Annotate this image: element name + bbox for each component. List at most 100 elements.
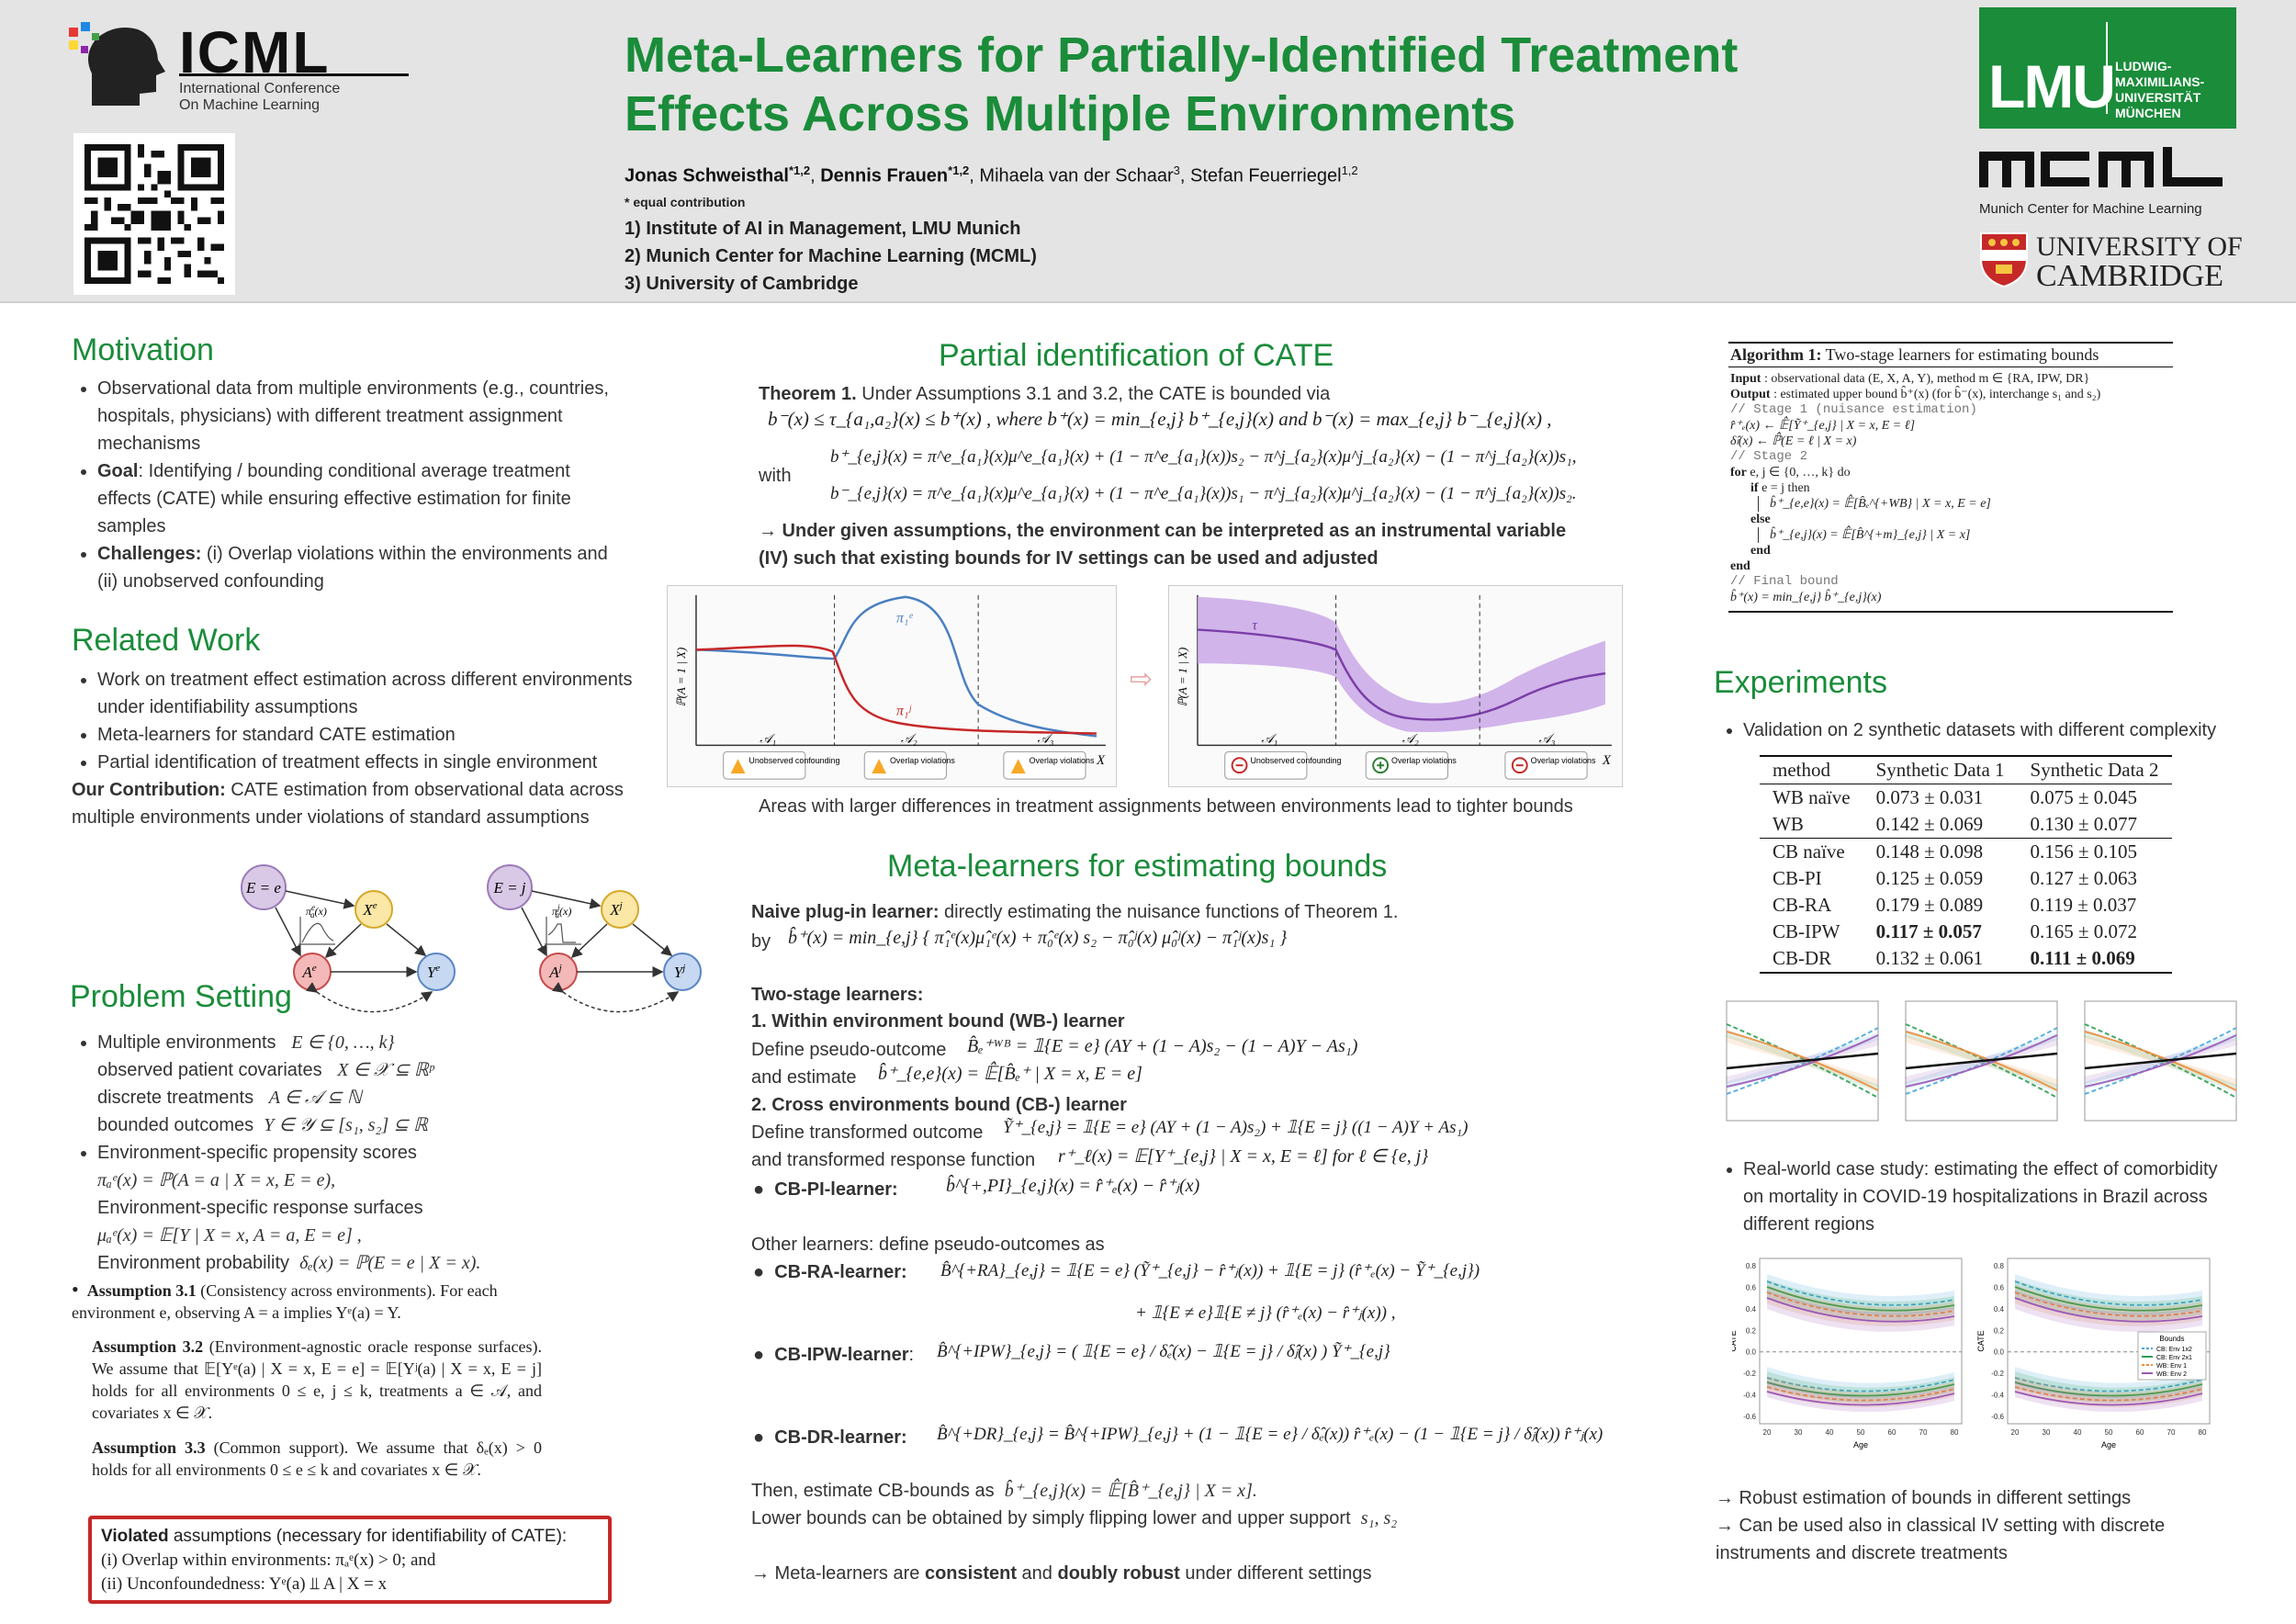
badge-overlap-violations: Overlap violations (1365, 750, 1457, 780)
table-cell: 0.179 ± 0.089 (1875, 894, 1984, 916)
icml-logo: ICML International Conference On Machine… (64, 18, 409, 119)
dag-propensity-label: πj a(x) (552, 903, 571, 919)
algorithm-line: end (1750, 544, 1771, 558)
x-tick-label: 80 (1951, 1428, 1959, 1437)
author-list: Jonas Schweisthal*1,2, Dennis Frauen*1,2… (625, 164, 1358, 186)
legend-item: CB: Env 2x1 (2156, 1355, 2192, 1361)
table-cell: 0.156 ± 0.105 (2030, 840, 2138, 863)
region-label-2: 𝒜₂ (1402, 732, 1419, 746)
table-header: method (1773, 759, 1830, 781)
cb-dr-equation: B̂^{+DR}_{e,j} = B̂^{+IPW}_{e,j} + (1 − … (937, 1425, 1604, 1444)
algorithm-line: else (1750, 513, 1771, 526)
table-cell: 0.125 ± 0.059 (1875, 867, 1984, 889)
bound-band (1197, 596, 1605, 733)
covid-plot: 0.8 0.6 0.4 0.2 0.0 -0.2 -0.4 -0.6 20 30 40 50 60 70 8… (1976, 1257, 2211, 1449)
cb-transformed-outcome-equation: Ỹ⁺_{e,j} = 𝟙{E = e} (AY + (1 − A)s₂) + 𝟙… (1003, 1118, 1469, 1137)
legend-item: CB: Env 1x2 (2156, 1347, 2192, 1353)
badge-overlap-violations: Overlap violations (1003, 750, 1095, 780)
y-tick-label: 0.6 (1746, 1283, 1757, 1291)
tau-label: τ (1252, 618, 1258, 634)
experiments-conclusion-2: → Can be used also in classical IV setti… (1716, 1516, 2166, 1563)
author-name: Jonas Schweisthal (625, 165, 789, 186)
lmu-logo-text: LMU (1988, 52, 2116, 120)
algorithm-line: if e = j then (1750, 481, 1810, 495)
x-tick-label: 60 (1888, 1428, 1896, 1437)
y-tick-label: -0.4 (1743, 1392, 1756, 1400)
table-row: CB-RA 0.179 ± 0.089 0.119 ± 0.037 (1760, 892, 2172, 919)
algorithm-line: b̂⁺_{e,e}(x) = 𝔼̂[B̂ₑ^{+WB} | X = x, E =… (1758, 496, 2171, 512)
experiments-list-1: Validation on 2 synthetic datasets with … (1717, 716, 2268, 744)
mcml-logo: Munich Center for Machine Learning (1979, 147, 2236, 220)
table-cell: CB-DR (1773, 947, 1832, 969)
synthetic-results-plots (1725, 1000, 2238, 1122)
partial-identification-heading: Partial identification of CATE (939, 338, 1334, 373)
table-cell: 0.127 ± 0.063 (2030, 867, 2138, 889)
qr-code[interactable] (73, 133, 235, 295)
results-table: method Synthetic Data 1 Synthetic Data 2… (1760, 755, 2172, 974)
table-cell: 0.165 ± 0.072 (2030, 920, 2138, 942)
poster-header (0, 0, 2296, 303)
dag-left: E = e Xe Ae Ye πe a(x) (241, 864, 456, 1013)
wb-estimate-equation: b̂⁺_{e,e}(x) = 𝔼̂[B̂ₑ⁺ | X = x, E = e] (878, 1064, 1142, 1084)
synthetic-plot (2083, 1000, 2238, 1122)
author-affiliation-sup: *1,2 (948, 164, 970, 177)
list-item: Challenges: (i) Overlap violations withi… (97, 540, 623, 595)
svg-text:Unobserved confounding: Unobserved confounding (748, 756, 839, 765)
svg-text:Unobserved confounding: Unobserved confounding (1250, 756, 1341, 765)
y-tick-label: -0.4 (1991, 1392, 2004, 1400)
y-tick-label: -0.2 (1743, 1370, 1756, 1378)
covid-case-study-plots: 0.8 0.6 0.4 0.2 0.0 -0.2 -0.4 -0.6 20 30 40 50 60 70 8… (1732, 1257, 2211, 1449)
algorithm-line: Input : observational data (E, X, A, Y),… (1730, 372, 2090, 386)
causal-dag-figure: E = e Xe Ae Ye πe a(x) E = j Xj Aj Yj πj a… (241, 864, 702, 1013)
cb-response: and transformed response function (751, 1150, 1036, 1170)
list-item: Partial identification of treatment effe… (97, 749, 641, 776)
algorithm-box: Algorithm 1: Two-stage learners for esti… (1728, 342, 2173, 613)
identification-figure-right: ℙ(A = 1 | X) τ 𝒜₁ 𝒜₂ 𝒜₃ X Unobserved con… (1168, 585, 1623, 787)
table-row: WB 0.142 ± 0.069 0.130 ± 0.077 (1760, 811, 2172, 839)
table-header: Synthetic Data 2 (2030, 759, 2159, 781)
dag-propensity-label: πe a(x) (306, 903, 327, 919)
related-work-heading: Related Work (72, 623, 261, 658)
list-item: Multiple environments E ∈ {0, …, k} obse… (97, 1029, 623, 1139)
y-tick-label: -0.2 (1991, 1370, 2004, 1378)
y-tick-label: 0.8 (1994, 1262, 2005, 1270)
dag-node-x-label: Xj (609, 900, 622, 919)
region-label-3: 𝒜₃ (1539, 732, 1556, 746)
dag-node-x (355, 890, 393, 929)
two-stage-heading: Two-stage learners: (751, 985, 924, 1005)
with-label: with (759, 466, 792, 486)
wb-define: Define pseudo-outcome (751, 1040, 947, 1060)
lmu-name-4: MÜNCHEN (2115, 106, 2181, 120)
dag-node-y-label: Yj (674, 963, 686, 981)
cb-pi-equation: b̂^{+,PI}_{e,j}(x) = r̂⁺ₑ(x) − r̂⁺ⱼ(x) (946, 1176, 1200, 1196)
list-item: Validation on 2 synthetic datasets with … (1743, 716, 2268, 744)
table-cell: WB naïve (1773, 786, 1851, 808)
y-tick-label: 0.0 (1994, 1348, 2005, 1357)
author-name: Stefan Feuerriegel (1190, 165, 1342, 186)
motivation-list: Observational data from multiple environ… (72, 375, 623, 595)
mcml-subtitle: Munich Center for Machine Learning (1979, 201, 2202, 217)
svg-text:Overlap violations: Overlap violations (1391, 756, 1457, 765)
algorithm-body: Input : observational data (E, X, A, Y),… (1728, 367, 2173, 611)
dag-node-y (663, 953, 702, 991)
cambridge-shield-icon (1980, 232, 2028, 288)
algorithm-line: δ̂ₗ(x) ← ℙ̂(E = ℓ | X = x) (1730, 434, 1857, 448)
x-tick-label: 20 (1763, 1428, 1772, 1437)
table-cell: CB-RA (1773, 894, 1832, 916)
dag-node-y (417, 953, 456, 991)
svg-text:Overlap violations: Overlap violations (1531, 756, 1596, 765)
cb-ipw-learner: ● CB-IPW-learner: (753, 1345, 915, 1365)
table-cell: 0.111 ± 0.069 (2030, 947, 2135, 969)
y-tick-label: 0.8 (1746, 1262, 1757, 1270)
related-work-list: Work on treatment effect estimation acro… (72, 666, 641, 776)
cb-learner-title: 2. Cross environments bound (CB-) learne… (751, 1095, 1127, 1115)
table-cell: 0.073 ± 0.031 (1875, 786, 1984, 808)
cb-ra-equation-1: B̂^{+RA}_{e,j} = 𝟙{E = e} (Ỹ⁺_{e,j} − r̂… (940, 1261, 1480, 1280)
meta-learners-heading: Meta-learners for estimating bounds (887, 849, 1388, 884)
pi-j-curve (695, 644, 1097, 735)
author-affiliation-sup: 1,2 (1341, 164, 1358, 177)
affiliation-1: 1) Institute of AI in Management, LMU Mu… (625, 218, 1021, 239)
problem-setting-heading: Problem Setting (70, 979, 292, 1014)
cb-pi-learner: ● CB-PI-learner: (753, 1179, 898, 1200)
lmu-name-3: UNIVERSITÄT (2115, 90, 2201, 105)
